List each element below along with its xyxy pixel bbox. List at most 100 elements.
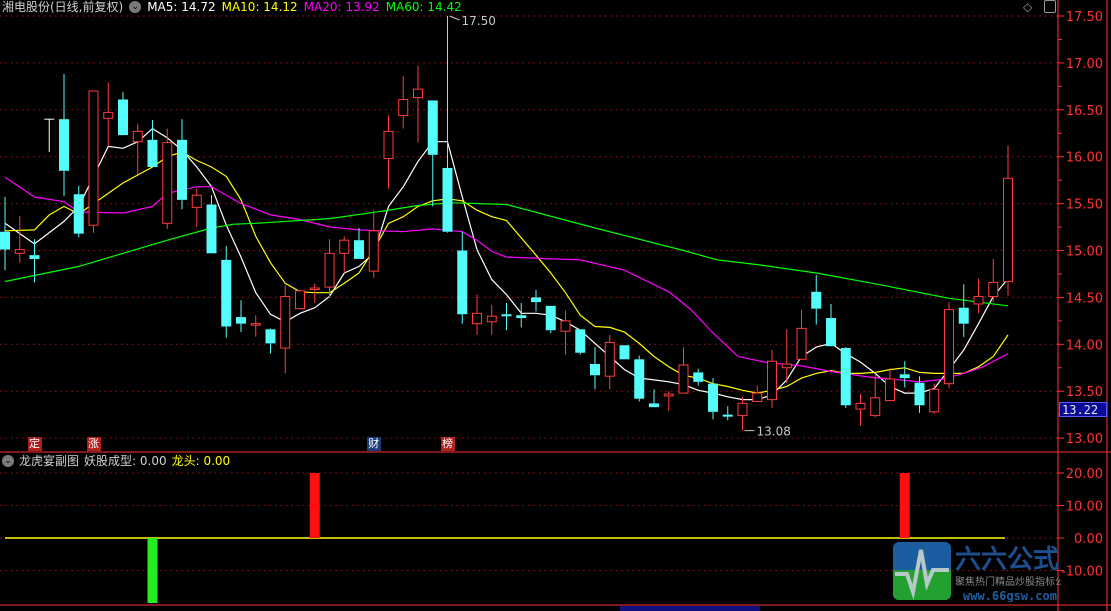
candle-body bbox=[486, 315, 497, 323]
candle-body bbox=[383, 130, 394, 160]
candle bbox=[944, 302, 954, 389]
candle-body bbox=[501, 314, 512, 317]
candle-body bbox=[118, 99, 128, 136]
candle-body bbox=[634, 359, 645, 399]
candle-body bbox=[855, 402, 866, 410]
candle bbox=[501, 303, 512, 331]
candle-body bbox=[737, 402, 748, 417]
candle-body bbox=[649, 403, 659, 408]
candle-body bbox=[162, 142, 173, 224]
candle-body bbox=[958, 307, 969, 324]
candle bbox=[973, 278, 984, 314]
candle-body bbox=[29, 255, 40, 259]
y-tick-label: 17.00 bbox=[1066, 57, 1103, 72]
candle bbox=[177, 119, 187, 210]
candle-body bbox=[191, 194, 202, 208]
candle bbox=[531, 289, 541, 312]
candle bbox=[796, 309, 807, 360]
candle-body bbox=[472, 312, 482, 325]
candle bbox=[634, 355, 645, 402]
candle-body bbox=[767, 360, 777, 401]
candle bbox=[309, 283, 320, 304]
candle bbox=[722, 406, 733, 421]
panel-toggle-icon[interactable] bbox=[1044, 0, 1056, 13]
ma-label: MA10: 14.12 bbox=[221, 0, 298, 14]
diamond-icon[interactable]: ◇ bbox=[1023, 0, 1033, 14]
ma-legend: MA5: 14.72 MA10: 14.12 MA20: 13.92 MA60: 14… bbox=[147, 0, 462, 14]
chevron-down-icon[interactable]: ⌄ bbox=[2, 455, 14, 467]
candle-body bbox=[604, 341, 615, 377]
candle bbox=[427, 100, 438, 207]
candle-body bbox=[280, 295, 291, 349]
candle bbox=[236, 300, 246, 333]
candle bbox=[988, 258, 999, 303]
candle-body bbox=[221, 259, 232, 327]
candle-body bbox=[324, 252, 335, 288]
candle-body bbox=[177, 139, 187, 200]
candle-body bbox=[427, 100, 438, 155]
candle-body bbox=[752, 392, 763, 403]
candle-body bbox=[914, 382, 925, 406]
candle bbox=[457, 231, 468, 324]
candle-body bbox=[442, 167, 453, 232]
sub-y-tick-label: 0.00 bbox=[1074, 532, 1103, 547]
candle-body bbox=[354, 240, 364, 259]
candle bbox=[339, 236, 350, 274]
stock-title: 湘电股份(日线,前复权) bbox=[2, 0, 124, 14]
status-strip bbox=[620, 606, 760, 611]
candle-body bbox=[899, 374, 910, 379]
candle bbox=[118, 91, 128, 136]
candle-body bbox=[531, 297, 541, 303]
candle bbox=[516, 303, 527, 328]
candle bbox=[221, 245, 232, 338]
chevron-down-icon[interactable]: ⌄ bbox=[129, 1, 142, 13]
ma-line-ma60 bbox=[4, 202, 1009, 307]
candle bbox=[693, 368, 704, 386]
candle bbox=[619, 345, 630, 360]
candle bbox=[545, 305, 556, 334]
ma-label: MA5: 14.72 bbox=[147, 0, 216, 14]
y-tick-label: 13.50 bbox=[1066, 385, 1103, 400]
signal-bar bbox=[899, 473, 910, 538]
candle-body bbox=[560, 320, 571, 332]
y-tick-label: 13.00 bbox=[1066, 432, 1103, 447]
candle bbox=[678, 347, 689, 394]
candle bbox=[929, 383, 940, 414]
candle bbox=[604, 334, 615, 390]
candle bbox=[295, 289, 305, 310]
candle bbox=[88, 90, 99, 233]
candle-body bbox=[236, 317, 246, 324]
event-marker[interactable]: 定 bbox=[27, 437, 42, 451]
candle-body bbox=[973, 295, 984, 305]
ma-line-ma20 bbox=[4, 176, 1009, 383]
ma-line-ma10 bbox=[4, 151, 1009, 394]
candle bbox=[191, 188, 202, 228]
y-tick-label: 15.50 bbox=[1066, 198, 1103, 213]
candle bbox=[840, 347, 851, 409]
candle bbox=[885, 367, 895, 402]
event-marker[interactable]: 榜 bbox=[440, 437, 455, 451]
candle bbox=[162, 128, 173, 229]
candle-body bbox=[663, 393, 674, 397]
candle-body bbox=[929, 388, 940, 413]
candle bbox=[14, 215, 25, 263]
event-marker[interactable]: 涨 bbox=[86, 437, 101, 451]
candle bbox=[663, 391, 674, 411]
candle-body bbox=[826, 318, 836, 347]
candle bbox=[0, 197, 10, 271]
y-tick-label: 14.00 bbox=[1066, 338, 1103, 353]
ma-line-ma5 bbox=[4, 127, 1009, 401]
candle-body bbox=[88, 90, 99, 226]
candle bbox=[826, 303, 836, 347]
candle-body bbox=[516, 315, 527, 319]
candle bbox=[265, 328, 276, 354]
candle-body bbox=[575, 329, 586, 353]
candle-body bbox=[1003, 177, 1013, 282]
price-annotation: 17.50 bbox=[462, 14, 496, 28]
candle-body bbox=[988, 281, 999, 297]
event-marker[interactable]: 财 bbox=[366, 437, 381, 451]
longtou-value: 龙头: 0.00 bbox=[171, 454, 231, 468]
candle-body bbox=[368, 230, 379, 272]
candle-body bbox=[944, 309, 954, 385]
